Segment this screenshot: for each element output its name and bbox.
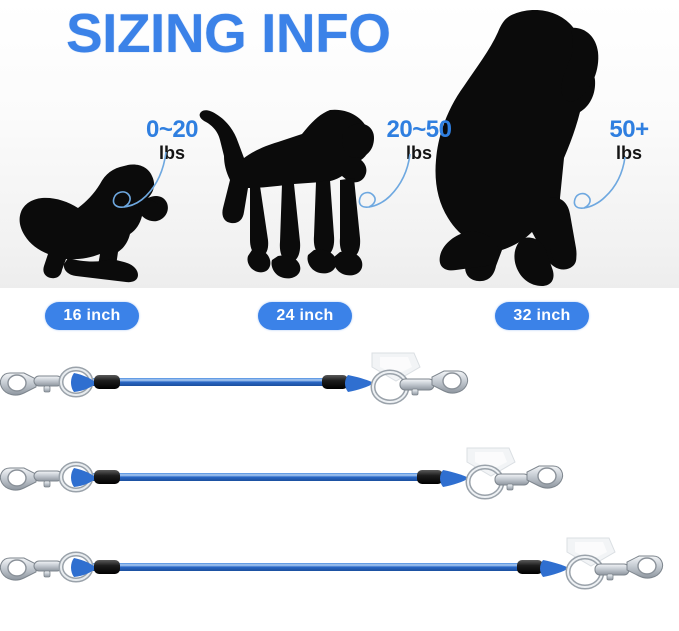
page-title: SIZING INFO	[66, 2, 391, 64]
large-dog-sitting-silhouette	[435, 10, 599, 286]
weight-callout-large: 50+ lbs	[597, 116, 661, 163]
leash-product-photo-16-inch	[0, 352, 469, 405]
leash-product-photo-32-inch	[0, 537, 664, 590]
size-pill-32-inch[interactable]: 32 inch	[495, 302, 589, 330]
curly-pointer-arrow-medium-icon	[358, 153, 411, 208]
leash-product-photo-24-inch	[0, 447, 564, 500]
medium-dog-standing-silhouette	[199, 109, 374, 279]
curly-pointer-arrow-small-icon	[112, 151, 167, 208]
weight-unit-label: lbs	[615, 143, 642, 163]
sizing-panel: SIZING INFO	[0, 0, 679, 288]
product-row-32-inch: 32 inch(80cm)	[0, 530, 679, 631]
weight-range-label: 0~20	[145, 116, 199, 143]
weight-range-label: 50+	[609, 116, 649, 143]
weight-unit-label: lbs	[405, 143, 432, 163]
weight-range-label: 20~50	[386, 116, 452, 143]
product-row-16-inch: 16 inch(40cm)	[0, 345, 679, 440]
product-row-24-inch: 24 inch(60cm)	[0, 440, 679, 530]
weight-callout-medium: 20~50 lbs	[377, 116, 461, 163]
curly-pointer-arrow-large-icon	[573, 156, 626, 209]
size-pill-24-inch[interactable]: 24 inch	[258, 302, 352, 330]
small-dog-lying-silhouette	[19, 164, 168, 283]
size-pill-16-inch[interactable]: 16 inch	[45, 302, 139, 330]
